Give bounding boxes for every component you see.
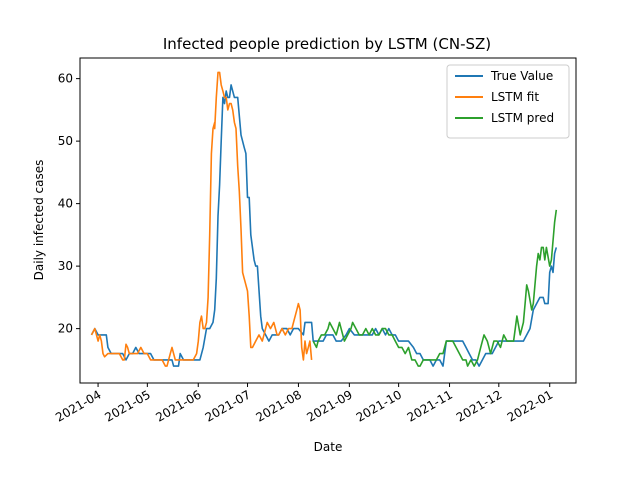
y-tick-label: 50 — [58, 134, 73, 148]
legend-box — [446, 64, 570, 139]
legend-label: LSTM fit — [491, 90, 539, 104]
series-line-1 — [90, 71, 313, 367]
y-tick-label: 40 — [58, 197, 73, 211]
x-tick-label: 2021-09 — [304, 387, 354, 424]
legend: True Value LSTM fit LSTM pred — [446, 64, 570, 139]
x-tick-label: 2021-04 — [53, 387, 103, 424]
y-tick-label: 20 — [58, 322, 73, 336]
x-tick-label: 2021-06 — [153, 387, 203, 424]
y-tick-label: 30 — [58, 259, 73, 273]
x-tick-label: 2022-01 — [505, 387, 555, 424]
y-axis: 20 30 40 50 60 — [58, 72, 80, 336]
legend-label: LSTM pred — [491, 111, 554, 125]
x-axis-label: Date — [314, 440, 343, 454]
plot-area — [90, 71, 558, 367]
x-tick-label: 2021-10 — [354, 387, 404, 424]
legend-label: True Value — [490, 69, 553, 83]
y-axis-label: Daily infected cases — [32, 160, 46, 281]
x-tick-label: 2021-11 — [405, 387, 455, 424]
x-tick-label: 2021-05 — [102, 387, 152, 424]
series-line-0 — [90, 84, 558, 367]
chart-title: Infected people prediction by LSTM (CN-S… — [163, 35, 491, 53]
x-tick-label: 2021-12 — [454, 387, 504, 424]
y-tick-label: 60 — [58, 72, 73, 86]
series-line-2 — [312, 209, 558, 367]
plot-frame — [79, 57, 577, 384]
x-tick-label: 2021-07 — [203, 387, 253, 424]
x-tick-label: 2021-08 — [254, 387, 304, 424]
